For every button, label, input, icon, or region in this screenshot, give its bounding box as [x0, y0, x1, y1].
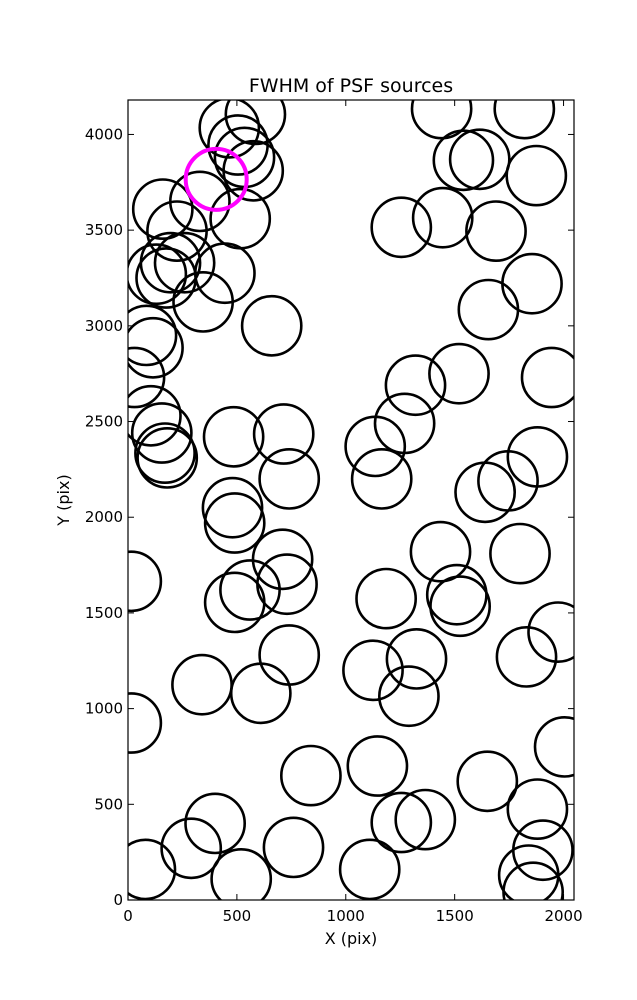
psf-source-marker: [373, 392, 436, 455]
psf-source-marker: [370, 196, 433, 259]
y-tick-label: 2000: [85, 508, 123, 526]
psf-source-marker: [527, 601, 574, 663]
psf-source-marker: [505, 144, 568, 207]
y-tick-label: 1500: [85, 604, 123, 622]
psf-source-marker: [136, 426, 199, 489]
y-tick-label: 2500: [85, 413, 123, 431]
psf-source-marker: [210, 848, 273, 900]
psf-source-marker: [454, 461, 517, 524]
psf-source-marker: [262, 816, 325, 879]
psf-source-marker: [219, 559, 281, 621]
psf-source-marker: [489, 522, 551, 585]
psf-source-marker: [222, 139, 285, 202]
psf-source-marker: [411, 186, 474, 249]
psf-source-marker: [448, 128, 511, 191]
psf-source-marker: [506, 425, 569, 488]
psf-source-marker: [258, 447, 321, 510]
psf-source-marker: [506, 778, 569, 841]
psf-source-marker: [338, 838, 401, 900]
y-tick-label: 3500: [85, 221, 123, 239]
psf-source-marker: [520, 346, 574, 409]
x-axis-label: X (pix): [325, 929, 378, 948]
psf-source-marker: [279, 744, 342, 807]
psf-source-marker: [160, 817, 223, 880]
plot-markers: [128, 100, 574, 900]
x-tick-label: 1500: [436, 907, 474, 925]
psf-source-marker: [128, 692, 163, 754]
psf-source-marker: [134, 422, 196, 485]
psf-source-marker: [456, 750, 519, 813]
psf-source-marker: [428, 342, 490, 405]
psf-source-marker: [202, 405, 265, 468]
psf-source-marker: [465, 200, 527, 263]
psf-source-marker: [493, 100, 556, 140]
x-tick-label: 500: [223, 907, 252, 925]
psf-source-marker: [342, 639, 404, 702]
axis-ticks: 0 500 1000 1500 2000 0 500 1000 1500 2000 2500 3000…: [85, 100, 583, 925]
psf-source-marker: [394, 788, 457, 851]
psf-source-marker: [385, 628, 448, 690]
x-tick-label: 2000: [544, 907, 582, 925]
psf-source-marker: [377, 665, 440, 728]
x-tick-label: 0: [123, 907, 133, 925]
psf-source-marker: [410, 100, 473, 140]
psf-source-marker: [153, 231, 216, 294]
psf-source-marker: [128, 243, 188, 306]
psf-source-marker: [203, 571, 266, 634]
psf-source-marker: [240, 294, 303, 357]
psf-source-marker: [429, 575, 492, 638]
psf-source-marker: [229, 662, 292, 725]
psf-source-marker: [432, 129, 495, 192]
psf-source-marker: [425, 563, 488, 626]
psf-source-marker: [495, 626, 558, 688]
psf-source-marker: [501, 252, 563, 315]
psf-source-marker: [128, 346, 166, 409]
psf-source-marker: [252, 403, 315, 465]
psf-source-marker: [201, 476, 264, 539]
psf-source-marker: [409, 520, 472, 583]
psf-source-marker: [128, 838, 177, 900]
psf-source-marker: [128, 384, 182, 447]
psf-source-marker: [370, 791, 433, 854]
psf-source-marker: [128, 316, 184, 379]
psf-source-marker: [130, 402, 193, 464]
y-axis-label: Y (pix): [54, 474, 73, 526]
psf-source-marker: [146, 200, 208, 263]
psf-source-marker: [171, 653, 233, 716]
y-tick-label: 0: [113, 891, 123, 909]
psf-source-marker: [258, 624, 321, 686]
psf-source-marker: [172, 270, 235, 333]
psf-source-marker: [128, 304, 178, 367]
psf-source-marker: [128, 550, 163, 613]
chart-title: FWHM of PSF sources: [249, 75, 453, 97]
psf-source-marker: [350, 447, 413, 510]
psf-source-marker: [184, 792, 247, 855]
x-tick-label: 1000: [327, 907, 365, 925]
highlighted-psf-source-marker: [183, 146, 249, 212]
psf-source-marker: [533, 716, 574, 778]
plot-frame: [127, 99, 575, 901]
psf-source-marker: [224, 100, 287, 146]
psf-source-marker: [457, 278, 520, 341]
psf-source-marker: [355, 567, 418, 630]
y-tick-label: 3000: [85, 317, 123, 335]
psf-source-marker: [131, 178, 194, 241]
psf-source-marker: [198, 100, 261, 159]
psf-source-marker: [203, 492, 266, 554]
psf-source-marker: [384, 354, 447, 417]
psf-source-marker: [346, 735, 409, 797]
y-tick-label: 1000: [85, 700, 123, 718]
psf-source-marker: [502, 861, 564, 900]
y-tick-label: 500: [94, 795, 123, 813]
y-tick-label: 4000: [85, 125, 123, 143]
